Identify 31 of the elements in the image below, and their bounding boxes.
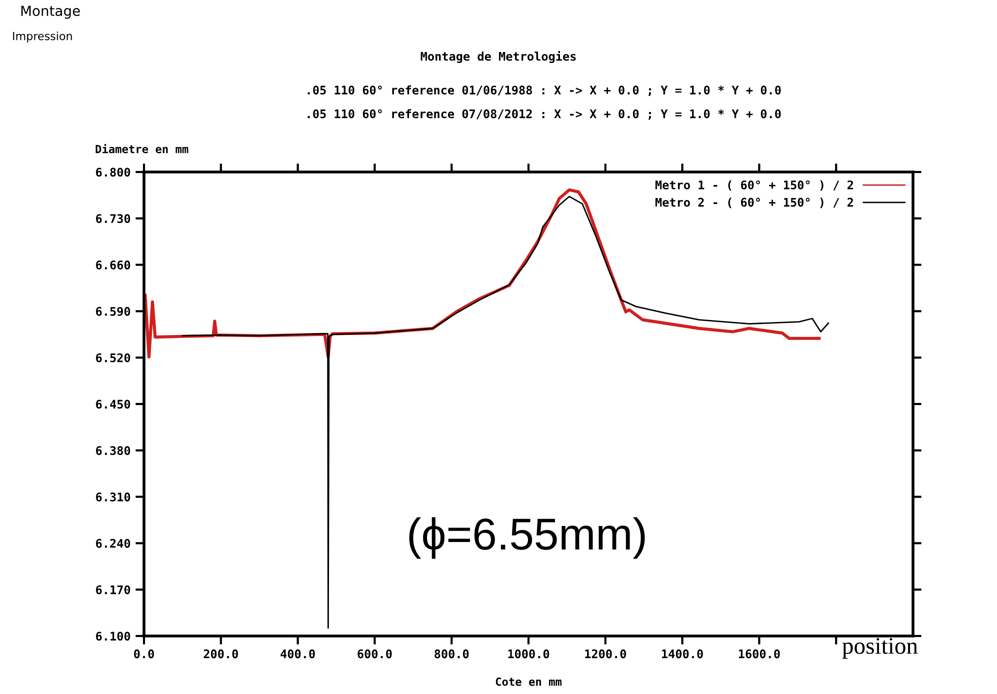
x-tick-label: 1600.0 <box>738 649 780 658</box>
chart-subtitle: .05 110 60° reference 01/06/1988 : X -> X + 0.0 ; Y = 1.0 * Y + 0.0 .05 110 60° reference 07/08/2012 : X -> X + 0.0 ; Y = 1.0 * Y + 0.0 <box>308 85 781 120</box>
y-tick-label: 6.590 <box>96 306 130 316</box>
y-tick-label: 6.660 <box>96 260 130 270</box>
x-axis-title: Cote en mm <box>496 677 562 686</box>
y-tick-label: 6.800 <box>96 168 130 177</box>
y-tick-label: 6.310 <box>96 492 130 502</box>
y-axis-title: Diametre en mm <box>96 144 188 154</box>
x-tick-label: 1000.0 <box>508 649 550 658</box>
y-tick-label: 6.240 <box>96 538 130 548</box>
legend-label: Metro 1 - ( 60° + 150° ) / 2 <box>655 180 853 191</box>
annotation: (ϕ=6.55mm) <box>409 517 645 559</box>
x-tick-label: 800.0 <box>434 649 469 658</box>
x-tick-label: 0.0 <box>134 649 154 658</box>
y-tick-label: 6.170 <box>96 585 130 594</box>
x-tick-label: 1400.0 <box>662 649 703 658</box>
x-tick-label: 400.0 <box>280 649 315 658</box>
x-tick-label: 600.0 <box>358 649 392 658</box>
x-tick-label: 200.0 <box>204 649 238 658</box>
y-tick-label: 6.520 <box>96 353 130 362</box>
line-series <box>182 196 830 629</box>
text: position <box>842 638 918 659</box>
chart-title: Montage de Metrologies <box>420 50 576 64</box>
y-tick-label: 6.450 <box>96 400 130 409</box>
text: Montage <box>21 6 80 19</box>
y-tick-label: 6.730 <box>96 214 130 224</box>
y-tick-label: 6.380 <box>96 446 130 456</box>
y-tick-label: 6.100 <box>96 632 130 641</box>
text: Impression <box>13 32 72 42</box>
legend-label: Metro 2 - ( 60° + 150° ) / 2 <box>655 198 853 208</box>
x-tick-label: 1200.0 <box>585 649 626 658</box>
